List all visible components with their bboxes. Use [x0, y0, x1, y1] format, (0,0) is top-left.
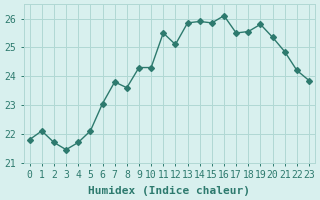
- X-axis label: Humidex (Indice chaleur): Humidex (Indice chaleur): [88, 186, 250, 196]
